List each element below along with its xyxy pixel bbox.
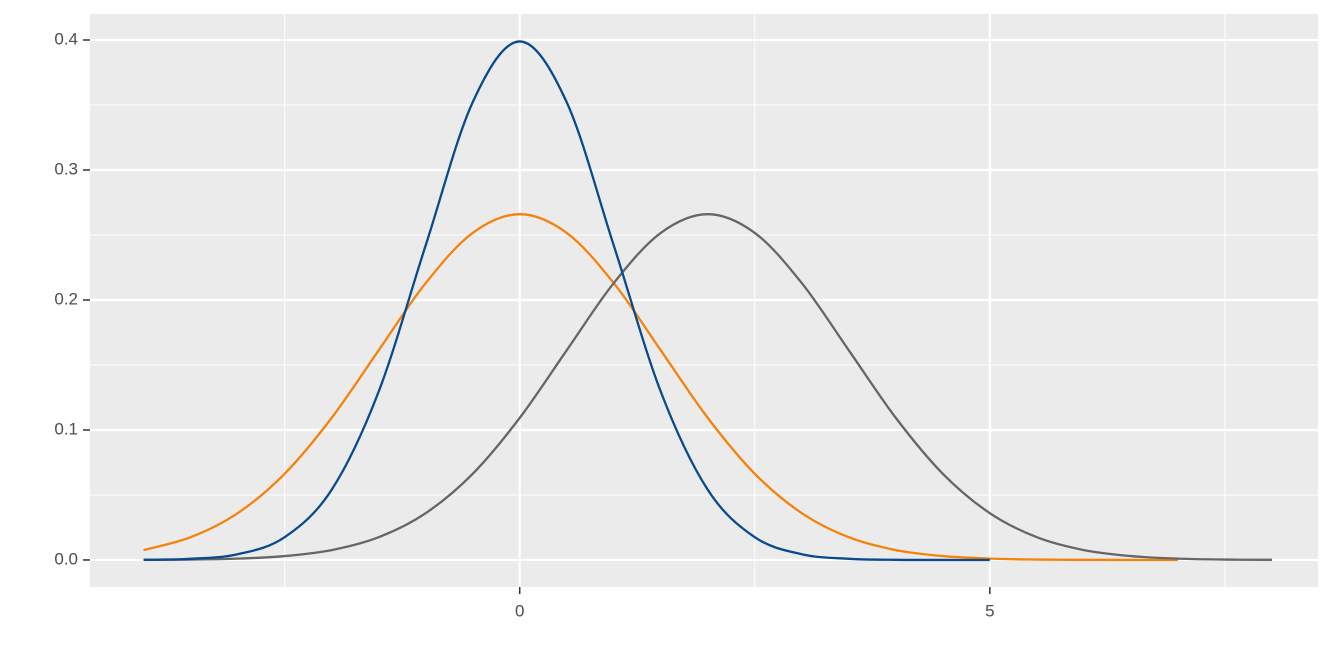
- y-tick-label: 0.4: [54, 29, 78, 48]
- x-tick-label: 5: [985, 601, 994, 620]
- y-tick-label: 0.3: [54, 159, 78, 178]
- density-line: [143, 213, 1178, 562]
- density-line: [143, 213, 1272, 561]
- density-line: [143, 40, 990, 562]
- y-tick-label: 0.1: [54, 419, 78, 438]
- x-tick-label: 0: [515, 601, 524, 620]
- y-tick-label: 0.0: [54, 549, 78, 568]
- y-tick-label: 0.2: [54, 289, 78, 308]
